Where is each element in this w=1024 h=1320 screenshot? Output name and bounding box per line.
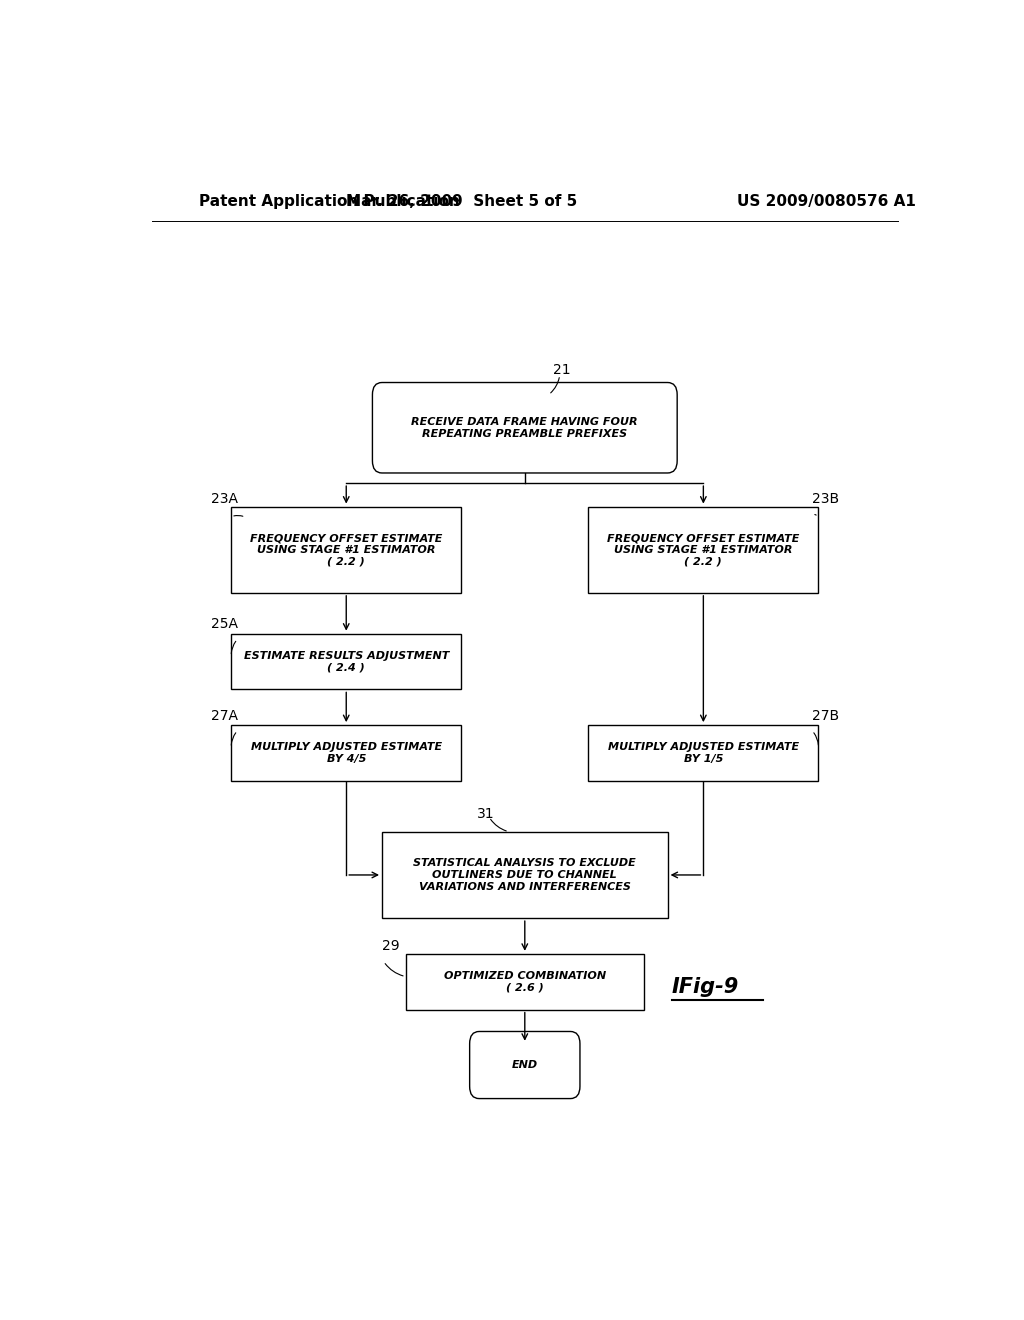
Bar	[231, 725, 462, 781]
Text: 29: 29	[382, 940, 399, 953]
Text: RECEIVE DATA FRAME HAVING FOUR
REPEATING PREAMBLE PREFIXES: RECEIVE DATA FRAME HAVING FOUR REPEATING…	[412, 417, 638, 438]
Text: END: END	[512, 1060, 538, 1071]
Bar	[406, 954, 644, 1010]
Text: IFig-9: IFig-9	[672, 977, 739, 997]
Text: STATISTICAL ANALYSIS TO EXCLUDE
OUTLINERS DUE TO CHANNEL
VARIATIONS AND INTERFER: STATISTICAL ANALYSIS TO EXCLUDE OUTLINER…	[414, 858, 636, 891]
Text: 31: 31	[477, 807, 495, 821]
Bar	[382, 832, 668, 919]
Text: 23B: 23B	[812, 492, 840, 506]
Text: 23A: 23A	[211, 492, 239, 506]
Text: ESTIMATE RESULTS ADJUSTMENT
( 2.4 ): ESTIMATE RESULTS ADJUSTMENT ( 2.4 )	[244, 651, 449, 672]
Text: US 2009/0080576 A1: US 2009/0080576 A1	[737, 194, 915, 209]
FancyBboxPatch shape	[373, 383, 677, 473]
Text: 25A: 25A	[211, 616, 239, 631]
Bar	[231, 507, 462, 593]
Text: MULTIPLY ADJUSTED ESTIMATE
BY 1/5: MULTIPLY ADJUSTED ESTIMATE BY 1/5	[608, 742, 799, 764]
Text: OPTIMIZED COMBINATION
( 2.6 ): OPTIMIZED COMBINATION ( 2.6 )	[443, 972, 606, 993]
Text: FREQUENCY OFFSET ESTIMATE
USING STAGE #1 ESTIMATOR
( 2.2 ): FREQUENCY OFFSET ESTIMATE USING STAGE #1…	[250, 533, 442, 566]
Text: 27A: 27A	[211, 709, 239, 722]
Bar	[231, 634, 462, 689]
Text: MULTIPLY ADJUSTED ESTIMATE
BY 4/5: MULTIPLY ADJUSTED ESTIMATE BY 4/5	[251, 742, 441, 764]
FancyBboxPatch shape	[470, 1031, 580, 1098]
Text: Mar. 26, 2009  Sheet 5 of 5: Mar. 26, 2009 Sheet 5 of 5	[346, 194, 577, 209]
Text: 21: 21	[553, 363, 570, 378]
Bar	[588, 507, 818, 593]
Bar	[588, 725, 818, 781]
Text: Patent Application Publication: Patent Application Publication	[200, 194, 460, 209]
Text: FREQUENCY OFFSET ESTIMATE
USING STAGE #1 ESTIMATOR
( 2.2 ): FREQUENCY OFFSET ESTIMATE USING STAGE #1…	[607, 533, 800, 566]
Text: 27B: 27B	[812, 709, 840, 722]
